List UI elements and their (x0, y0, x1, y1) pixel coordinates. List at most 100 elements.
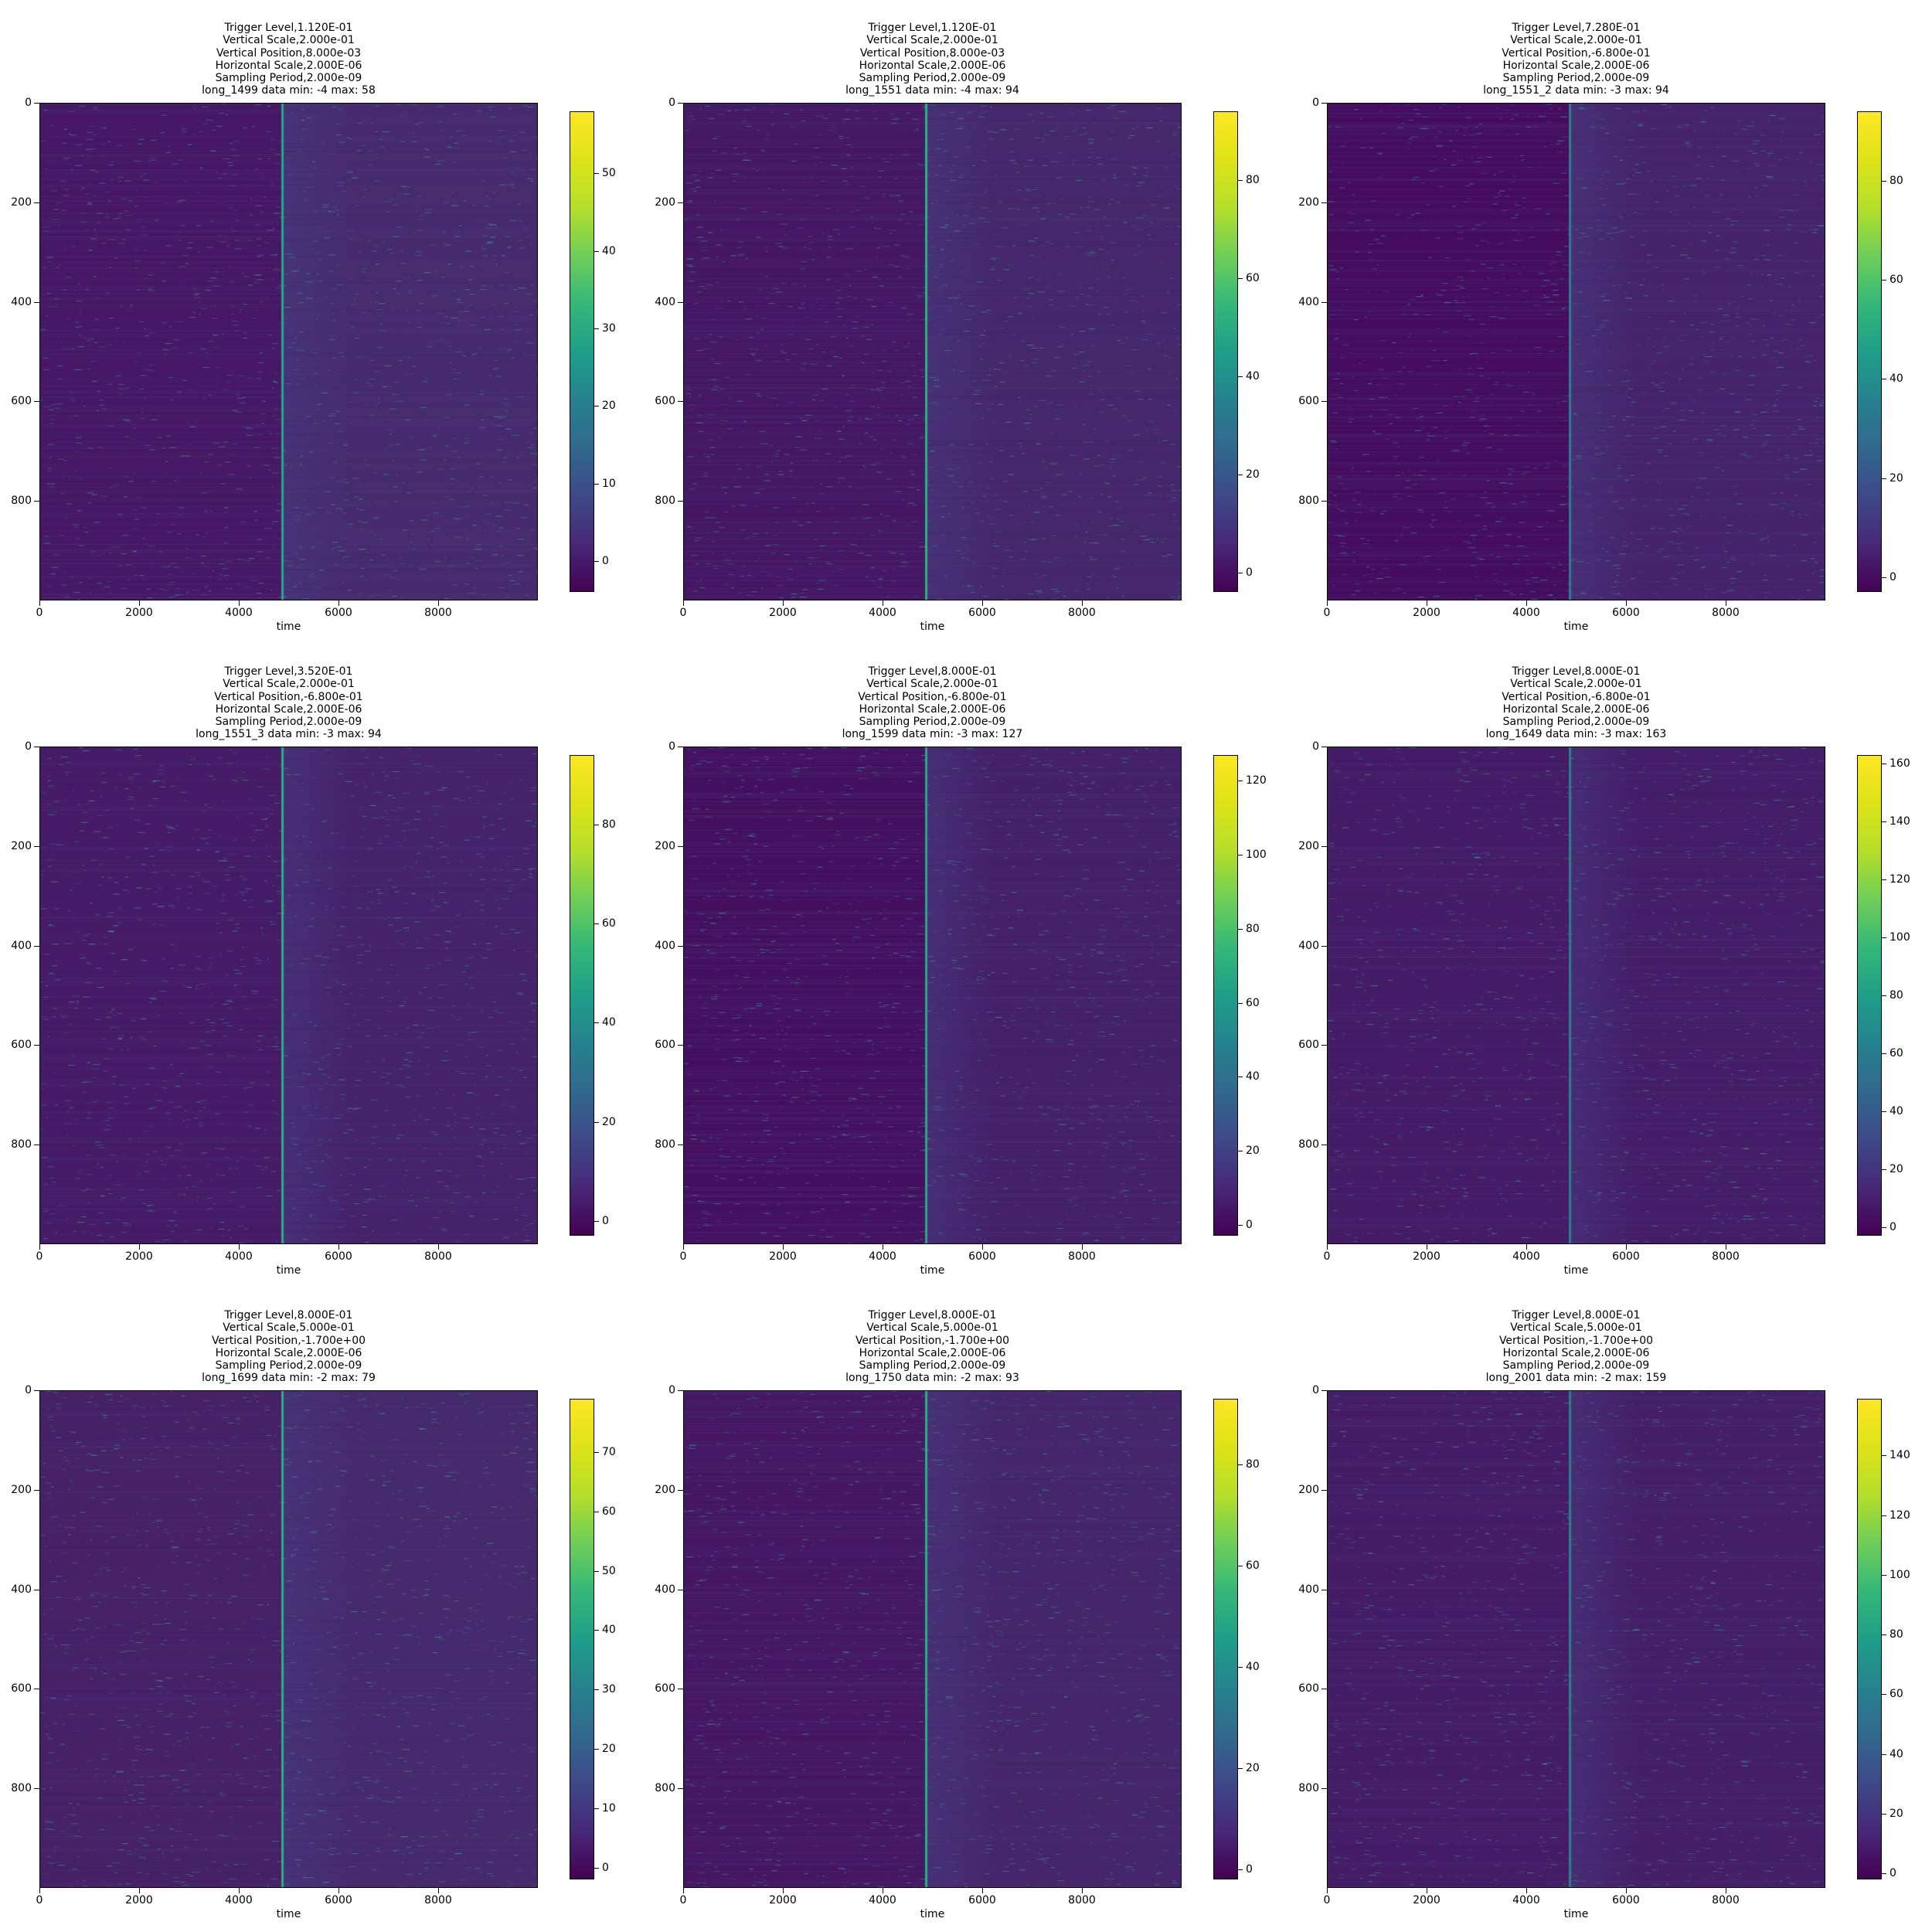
x-tick-label: 8000 (1068, 1250, 1096, 1263)
colorbar-tick-label: 40 (1889, 1747, 1903, 1760)
y-tick-mark (678, 301, 683, 303)
chart-panel: Trigger Level,1.120E-01 Vertical Scale,2.… (0, 0, 644, 644)
x-tick-label: 2000 (769, 1250, 797, 1263)
y-tick-label: 800 (1298, 1138, 1319, 1151)
y-tick-mark (678, 202, 683, 203)
chart-title-line: Trigger Level,8.000E-01 (868, 1309, 997, 1321)
colorbar-tick-label: 120 (1889, 873, 1910, 886)
x-axis-label: time (276, 621, 301, 633)
x-axis-label: time (1563, 1264, 1589, 1277)
x-tick-label: 4000 (225, 607, 253, 619)
y-tick-label: 400 (1298, 295, 1319, 308)
colorbar-tick-mark (594, 173, 599, 175)
colorbar-tick-label: 10 (602, 1801, 616, 1815)
colorbar (1213, 111, 1238, 592)
x-tick-label: 2000 (1413, 607, 1440, 619)
colorbar-tick-mark (1882, 1168, 1886, 1170)
y-tick-label: 200 (655, 839, 675, 852)
colorbar-tick-mark (1882, 1515, 1886, 1516)
x-tick-label: 6000 (968, 1250, 996, 1263)
chart-title-line: Trigger Level,8.000E-01 (1512, 1309, 1641, 1321)
x-tick-mark (139, 1888, 140, 1893)
y-tick-label: 200 (655, 1483, 675, 1496)
chart-panel: Trigger Level,7.280E-01 Vertical Scale,2.… (1287, 0, 1931, 644)
chart-panel: Trigger Level,8.000E-01 Vertical Scale,2.… (644, 644, 1287, 1287)
colorbar-tick-mark (1238, 277, 1243, 279)
y-tick-label: 400 (655, 939, 675, 952)
heatmap-image (1328, 104, 1825, 600)
colorbar-tick-mark (1238, 1667, 1243, 1668)
chart-title: Trigger Level,1.120E-01 Vertical Scale,2.… (683, 22, 1182, 97)
x-tick-label: 8000 (1712, 1250, 1740, 1263)
chart-title-line: Trigger Level,3.520E-01 (224, 665, 353, 678)
chart-title-line: Vertical Scale,2.000e-01 (223, 678, 355, 691)
x-tick-label: 4000 (225, 1250, 253, 1263)
x-tick-label: 6000 (968, 1894, 996, 1906)
chart-title: Trigger Level,3.520E-01 Vertical Scale,2.… (39, 665, 538, 741)
chart-panel: Trigger Level,1.120E-01 Vertical Scale,2.… (644, 0, 1287, 644)
y-tick-label: 0 (668, 740, 675, 753)
colorbar-tick-label: 100 (1889, 931, 1910, 944)
colorbar-tick-label: 100 (1246, 849, 1267, 862)
chart-title-line: Trigger Level,8.000E-01 (224, 1309, 353, 1321)
x-tick-label: 8000 (1068, 1894, 1096, 1906)
colorbar-tick-mark (594, 1452, 599, 1454)
x-tick-label: 6000 (325, 607, 352, 619)
colorbar-tick-mark (1882, 1053, 1886, 1054)
x-tick-mark (1082, 1244, 1083, 1250)
x-axis-label: time (1563, 621, 1589, 633)
chart-title-line: Vertical Scale,5.000e-01 (1510, 1321, 1642, 1335)
chart-title-line: Horizontal Scale,2.000E-06 (859, 59, 1006, 72)
chart-title-line: long_1551 data min: -4 max: 94 (845, 84, 1019, 97)
x-tick-mark (139, 600, 140, 606)
chart-title-line: Vertical Scale,2.000e-01 (1510, 678, 1642, 691)
heatmap-plot (39, 103, 538, 600)
colorbar-tick-label: 20 (602, 1743, 616, 1756)
colorbar-tick-mark (594, 328, 599, 329)
colorbar-tick-label: 60 (1246, 271, 1260, 284)
colorbar-tick-label: 20 (1246, 1144, 1260, 1157)
chart-title-line: Horizontal Scale,2.000E-06 (215, 1346, 362, 1359)
y-tick-label: 600 (1298, 395, 1319, 408)
chart-title-line: Sampling Period,2.000e-09 (1502, 72, 1650, 85)
colorbar-tick-mark (594, 483, 599, 485)
chart-title-line: long_1750 data min: -2 max: 93 (845, 1372, 1019, 1385)
y-tick-label: 800 (655, 1138, 675, 1151)
colorbar-tick-mark (1882, 1634, 1886, 1636)
chart-title-line: Vertical Position,-1.700e+00 (1498, 1334, 1654, 1347)
colorbar (570, 1399, 594, 1879)
x-axis-label: time (1563, 1908, 1589, 1920)
heatmap-image (684, 747, 1181, 1243)
colorbar-tick-mark (594, 1630, 599, 1631)
chart-title-line: Sampling Period,2.000e-09 (215, 1359, 362, 1372)
x-tick-mark (1082, 1888, 1083, 1893)
colorbar-tick-mark (594, 1808, 599, 1809)
y-tick-mark (1321, 501, 1327, 502)
chart-title: Trigger Level,8.000E-01 Vertical Scale,2.… (1327, 665, 1825, 741)
heatmap-image (40, 104, 537, 600)
colorbar-tick-label: 60 (602, 1505, 616, 1518)
y-tick-label: 600 (11, 1039, 32, 1052)
y-tick-label: 600 (11, 395, 32, 408)
y-tick-mark (34, 401, 39, 403)
colorbar-tick-mark (594, 923, 599, 925)
colorbar-tick-label: 80 (1889, 989, 1903, 1002)
chart-panel: Trigger Level,3.520E-01 Vertical Scale,2.… (0, 644, 644, 1287)
x-tick-label: 6000 (1612, 607, 1640, 619)
colorbar-tick-label: 10 (602, 477, 616, 490)
y-tick-mark (34, 1489, 39, 1491)
colorbar-tick-mark (1882, 180, 1886, 182)
chart-title-line: Vertical Scale,2.000e-01 (1510, 34, 1642, 47)
chart-title: Trigger Level,8.000E-01 Vertical Scale,5.… (39, 1309, 538, 1385)
x-tick-label: 0 (1323, 607, 1331, 619)
y-tick-label: 800 (11, 495, 32, 508)
y-tick-label: 600 (1298, 1039, 1319, 1052)
colorbar-tick-label: 0 (1246, 1862, 1253, 1876)
x-tick-label: 0 (36, 607, 43, 619)
colorbar-tick-label: 20 (1889, 1808, 1903, 1820)
chart-title-line: Horizontal Scale,2.000E-06 (1502, 1346, 1650, 1359)
colorbar-tick-mark (1238, 1869, 1243, 1870)
x-tick-mark (1327, 1244, 1328, 1250)
y-tick-mark (34, 501, 39, 502)
chart-title-line: Sampling Period,2.000e-09 (859, 72, 1006, 85)
